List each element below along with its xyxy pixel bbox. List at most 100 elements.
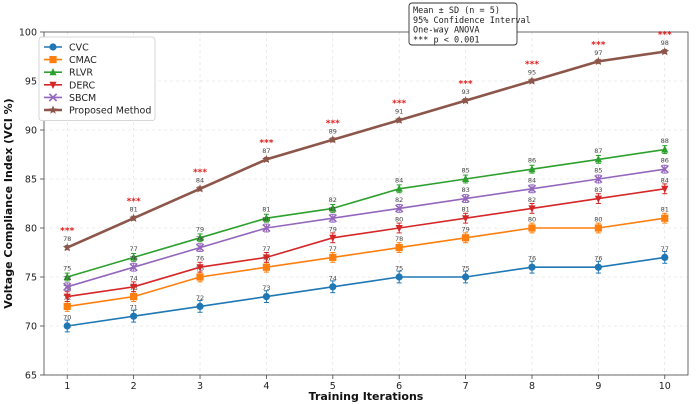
data-label: 79 (196, 225, 204, 233)
x-tick-label: 2 (131, 381, 137, 392)
data-point (62, 243, 72, 252)
x-tick-label: 10 (659, 381, 671, 392)
data-label: 95 (528, 69, 536, 77)
legend-marker (49, 43, 57, 51)
data-point (329, 283, 337, 291)
data-label: 79 (329, 225, 337, 233)
y-axis-label: Voltage Compliance Index (VCI %) (2, 98, 15, 308)
data-point (130, 312, 138, 320)
x-tick-label: 7 (463, 381, 469, 392)
data-point (130, 253, 138, 261)
data-label: 82 (528, 196, 536, 204)
data-label: 78 (63, 235, 71, 243)
legend-label: Proposed Method (69, 106, 151, 117)
data-point (395, 244, 403, 252)
stats-box-frame (408, 2, 518, 46)
legend-item-cvc: CVC (44, 43, 89, 54)
data-label: 91 (395, 108, 403, 116)
data-label: 74 (129, 274, 137, 282)
data-point (328, 214, 337, 223)
data-point (262, 154, 271, 164)
stats-box: Mean ± SD (n = 5)95% Confidence Interval… (408, 2, 531, 46)
data-point (594, 174, 603, 184)
legend-marker (49, 81, 57, 89)
series-line (67, 217, 665, 308)
x-axis-label: Training Iterations (309, 390, 424, 403)
data-label: 84 (395, 176, 403, 184)
significance-marker: *** (326, 119, 340, 129)
data-label: 77 (262, 245, 270, 253)
data-point (660, 165, 669, 174)
data-point (528, 263, 536, 271)
data-label: 78 (395, 235, 403, 243)
legend-item-sbcm: SBCM (44, 93, 96, 104)
data-point (594, 56, 603, 66)
data-point (527, 184, 537, 193)
legend-marker (48, 105, 58, 114)
data-label: 75 (461, 265, 469, 273)
data-label: 76 (528, 255, 536, 263)
x-tick-label: 1 (64, 381, 70, 392)
stats-line: *** p < 0.001 (413, 35, 480, 45)
data-point (660, 47, 670, 56)
y-tick-label: 95 (25, 77, 37, 88)
data-point (195, 184, 205, 193)
data-point (395, 204, 404, 213)
data-point (461, 96, 470, 105)
data-label: 80 (594, 216, 602, 224)
data-point (63, 302, 71, 310)
data-label: 70 (63, 314, 71, 322)
data-label: 78 (196, 235, 204, 243)
data-label: 84 (196, 176, 204, 184)
data-label: 86 (661, 157, 669, 165)
legend-box (38, 36, 156, 121)
series-line (67, 188, 665, 298)
y-tick-label: 100 (19, 28, 37, 39)
data-point (461, 194, 470, 203)
y-tick-label: 85 (25, 175, 37, 186)
data-point (661, 185, 669, 193)
legend-item-rlvr: RLVR (44, 68, 93, 79)
legend-item-derc: DERC (44, 80, 95, 91)
x-tick-label: 8 (529, 381, 535, 392)
legend-marker (48, 93, 58, 102)
data-point (395, 184, 403, 192)
data-label: 98 (661, 39, 669, 47)
x-tick-label: 3 (197, 381, 203, 392)
stats-line: Mean ± SD (n = 5) (413, 6, 500, 16)
significance-marker: *** (658, 31, 672, 41)
legend-label: RLVR (69, 68, 93, 79)
significance-marker: *** (392, 99, 406, 109)
data-point (661, 214, 669, 222)
data-point (130, 293, 138, 301)
data-label: 79 (461, 225, 469, 233)
data-label: 77 (661, 245, 669, 253)
significance-marker: *** (525, 60, 539, 70)
x-tick-label: 5 (330, 381, 336, 392)
data-point (528, 165, 536, 173)
series-line (67, 148, 665, 278)
data-point (527, 76, 537, 85)
x-tick-label: 9 (595, 381, 601, 392)
data-point (395, 225, 403, 233)
data-label: 88 (661, 137, 669, 145)
significance-marker: *** (459, 80, 473, 90)
data-point (262, 293, 271, 301)
data-point (196, 233, 204, 241)
data-point (329, 234, 337, 242)
y-tick-label: 80 (25, 224, 37, 235)
data-label: 87 (262, 147, 270, 155)
series-rlvr: 75 77 79 81 82 84 85 86 87 88 (63, 137, 669, 282)
data-point (195, 243, 205, 252)
legend-marker (49, 56, 57, 64)
data-label: 83 (594, 186, 602, 194)
stats-line: One-way ANOVA (413, 26, 480, 36)
data-label: 75 (395, 265, 403, 273)
data-label: 84 (661, 176, 669, 184)
series-line (66, 50, 665, 249)
data-point (329, 204, 337, 212)
legend-marker (49, 68, 57, 76)
x-tick-label: 6 (396, 381, 402, 392)
plot-frame (43, 31, 689, 376)
